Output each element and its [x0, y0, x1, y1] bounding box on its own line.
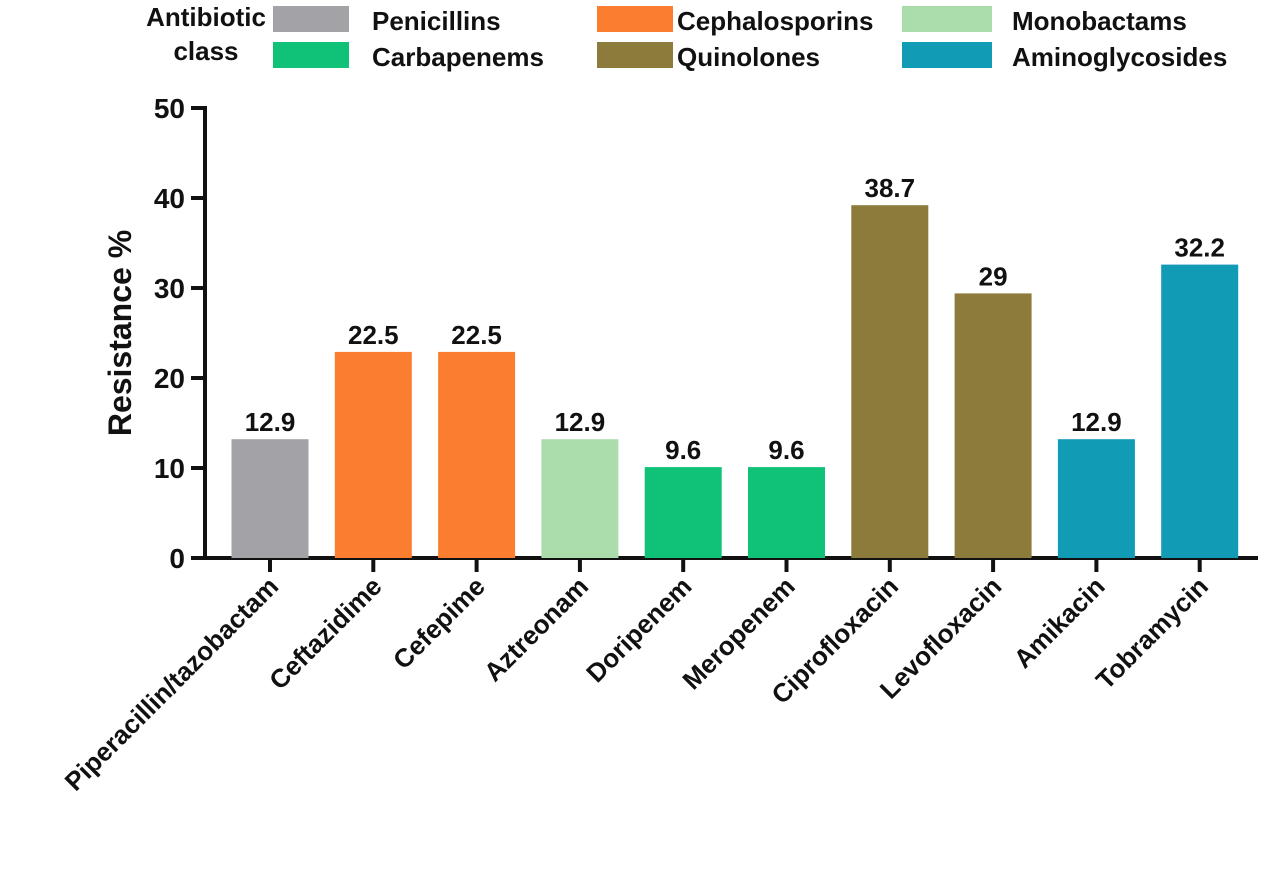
y-tick-label: 20: [154, 363, 185, 394]
legend-swatch-cephalosporins: [597, 6, 673, 32]
bar-value-label: 12.9: [1071, 407, 1122, 437]
bar-value-label: 12.9: [555, 407, 606, 437]
y-tick-label: 10: [154, 453, 185, 484]
legend-swatch-quinolones: [597, 42, 673, 68]
y-tick-label: 40: [154, 183, 185, 214]
bar-value-label: 29: [979, 261, 1008, 291]
x-tick-label: Cefepime: [387, 571, 491, 675]
x-tick-label: Tobramycin: [1090, 571, 1214, 695]
x-tick-label: Piperacillin/tazobactam: [59, 571, 285, 797]
legend-swatch-penicillins: [273, 6, 349, 32]
bar-value-label: 22.5: [348, 320, 399, 350]
bar-amikacin: [1057, 439, 1135, 558]
bar-aztreonam: [541, 439, 619, 558]
legend-label-monobactams: Monobactams: [1012, 6, 1187, 36]
y-tick-label: 30: [154, 273, 185, 304]
x-tick-label: Amikacin: [1008, 571, 1111, 674]
x-tick-label: Aztreonam: [478, 571, 594, 687]
legend-label-carbapenems: Carbapenems: [372, 42, 544, 72]
bar-piperacillin-tazobactam: [231, 439, 309, 558]
bar-value-label: 9.6: [665, 435, 701, 465]
bar-doripenem: [644, 467, 722, 558]
bar-value-label: 22.5: [451, 320, 502, 350]
legend-swatch-aminoglycosides: [902, 42, 992, 68]
y-tick-label: 0: [169, 543, 185, 574]
bar-ceftazidime: [334, 351, 412, 558]
legend-swatch-carbapenems: [273, 42, 349, 68]
y-tick-label: 50: [154, 93, 185, 124]
bar-value-label: 38.7: [864, 173, 915, 203]
bar-cefepime: [438, 351, 516, 558]
legend-label-penicillins: Penicillins: [372, 6, 501, 36]
bar-levofloxacin: [954, 293, 1032, 558]
legend-label-cephalosporins: Cephalosporins: [677, 6, 873, 36]
legend-label-aminoglycosides: Aminoglycosides: [1012, 42, 1227, 72]
legend-title-line2: class: [173, 36, 238, 66]
bar-value-label: 12.9: [245, 407, 296, 437]
y-axis-title: Resistance %: [102, 230, 138, 436]
bar-ciprofloxacin: [851, 205, 929, 558]
bar-value-label: 9.6: [768, 435, 804, 465]
x-tick-label: Ceftazidime: [263, 571, 387, 695]
legend-title-line1: Antibiotic: [146, 2, 266, 32]
legend-label-quinolones: Quinolones: [677, 42, 820, 72]
bar-value-label: 32.2: [1174, 233, 1225, 263]
legend-swatch-monobactams: [902, 6, 992, 32]
bar-tobramycin: [1161, 264, 1239, 558]
bar-meropenem: [748, 467, 825, 558]
